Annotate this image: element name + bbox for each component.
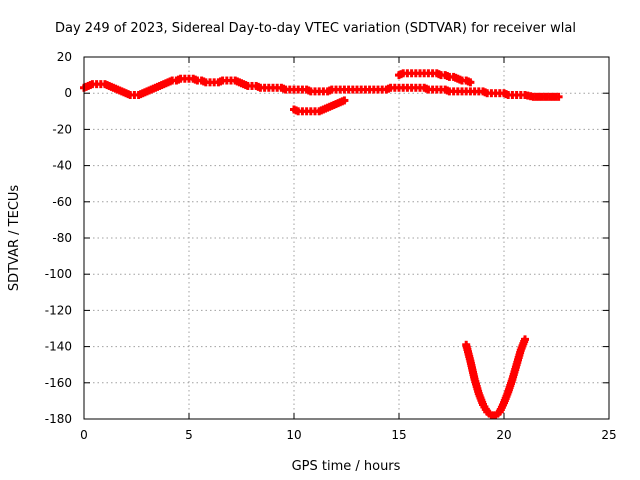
axis-ticks: 0 5 10 15 20 25 20 0 -20 -40 -60 -80 -100 -120 -140 -16… (45, 50, 617, 442)
y-tick-label: -100 (45, 267, 72, 281)
upper-arc-point (466, 78, 475, 87)
dip-segment-point (340, 96, 349, 105)
y-tick-label: -120 (45, 303, 72, 317)
deep-parabola-point (521, 335, 529, 344)
x-tick-label: 0 (80, 428, 88, 442)
x-tick-label: 20 (496, 428, 511, 442)
y-tick-label: -180 (45, 412, 72, 426)
y-axis-label: SDTVAR / TECUs (7, 185, 22, 292)
y-tick-label: -80 (52, 231, 72, 245)
y-tick-label: 20 (57, 50, 72, 64)
chart-title: Day 249 of 2023, Sidereal Day-to-day VTE… (55, 21, 576, 36)
x-axis-label: GPS time / hours (292, 459, 401, 474)
grid (84, 57, 609, 419)
y-tick-label: -40 (52, 159, 72, 173)
x-tick-label: 25 (601, 428, 616, 442)
y-tick-label: -140 (45, 340, 72, 354)
y-tick-label: -60 (52, 195, 72, 209)
y-tick-label: -20 (52, 122, 72, 136)
x-tick-label: 15 (391, 428, 406, 442)
x-tick-label: 10 (286, 428, 301, 442)
plot-data (80, 69, 563, 420)
x-tick-label: 5 (185, 428, 193, 442)
y-tick-label: -160 (45, 376, 72, 390)
main-track-point (554, 92, 563, 101)
y-tick-label: 0 (64, 86, 72, 100)
